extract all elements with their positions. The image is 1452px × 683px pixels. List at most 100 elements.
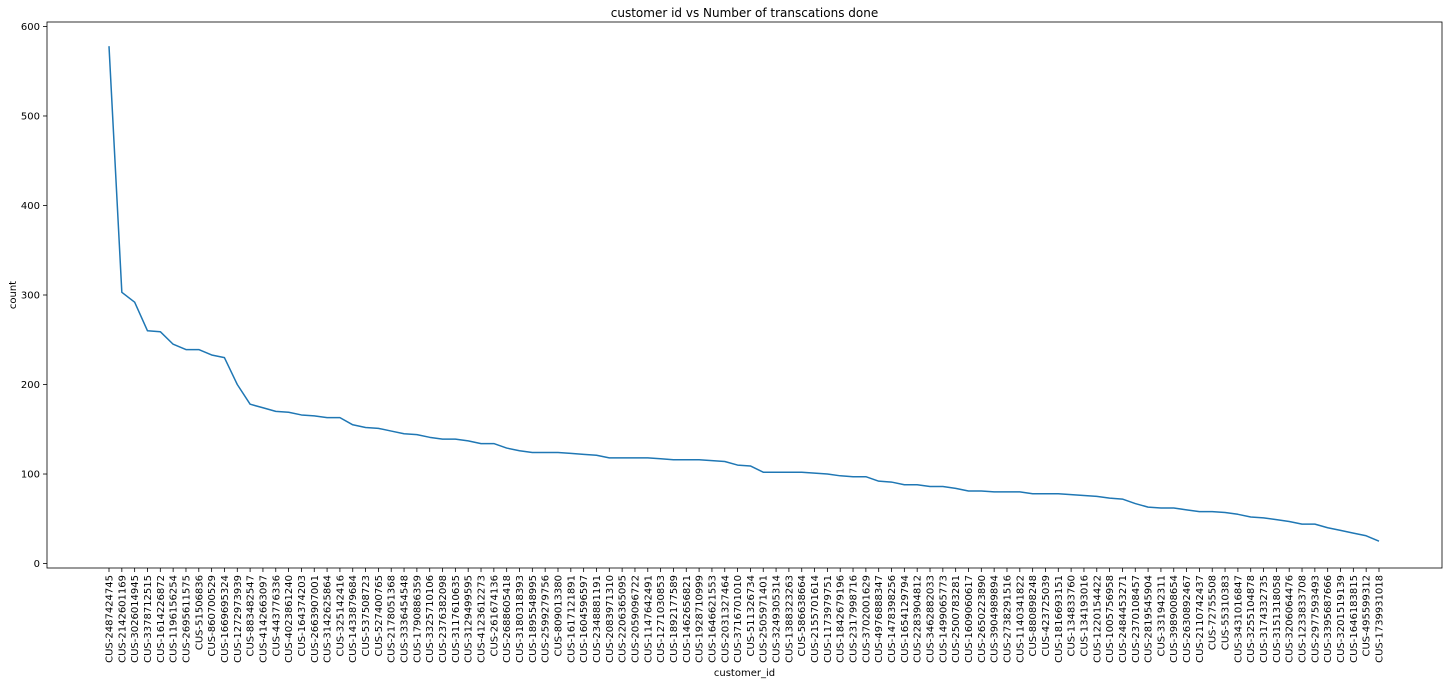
- x-tick-label: CUS-3206064476: [1285, 575, 1296, 663]
- x-tick-label: CUS-3336454548: [400, 575, 411, 663]
- x-axis-title: customer_id: [714, 668, 775, 679]
- y-tick-label: 200: [21, 380, 40, 391]
- x-tick-label: CUS-3026014945: [130, 575, 141, 663]
- x-tick-label: CUS-3989008654: [1169, 575, 1180, 663]
- x-tick-label: CUS-72755508: [1208, 575, 1219, 650]
- y-tick-label: 400: [21, 201, 40, 212]
- x-tick-label: CUS-883482547: [246, 575, 257, 657]
- x-tick-label: CUS-2083971310: [605, 575, 616, 663]
- x-tick-label: CUS-1842679196: [836, 575, 847, 663]
- x-tick-label: CUS-3431016847: [1233, 575, 1244, 663]
- x-tick-label: CUS-2695611575: [181, 575, 192, 663]
- x-tick-label: CUS-809013380: [553, 575, 564, 657]
- x-tick-label: CUS-2317998716: [849, 575, 860, 663]
- x-tick-label: CUS-1646621553: [707, 575, 718, 663]
- x-tick-label: CUS-3174332735: [1259, 575, 1270, 663]
- x-tick-label: CUS-586638664: [797, 575, 808, 657]
- x-tick-label: CUS-1005756958: [1105, 575, 1116, 663]
- x-tick-label: CUS-2031327464: [720, 575, 731, 663]
- y-tick-label: 600: [21, 22, 40, 33]
- x-tick-label: CUS-3325710106: [425, 575, 436, 663]
- x-tick-label: CUS-3904989894: [990, 575, 1001, 663]
- x-tick-label: CUS-1928710999: [695, 575, 706, 663]
- x-tick-label: CUS-3255104878: [1246, 575, 1257, 663]
- x-tick-label: CUS-1609060617: [964, 575, 975, 663]
- x-tick-label: CUS-2155701614: [810, 575, 821, 663]
- x-tick-label: CUS-164374203: [297, 575, 308, 657]
- x-tick-label: CUS-1140341822: [1015, 575, 1026, 663]
- x-tick-label: CUS-423725039: [1041, 575, 1052, 657]
- x-tick-label: CUS-1478398256: [887, 575, 898, 663]
- x-tick-label: CUS-2283904812: [913, 575, 924, 663]
- x-tick-label: CUS-3129499595: [464, 575, 475, 663]
- x-tick-label: CUS-2630892467: [1182, 575, 1193, 663]
- x-tick-label: CUS-1433879684: [348, 575, 359, 663]
- x-tick-label: CUS-2650223890: [977, 575, 988, 663]
- x-tick-label: CUS-4142663097: [258, 575, 269, 663]
- y-tick-label: 300: [21, 291, 40, 302]
- x-tick-label: CUS-3201519139: [1336, 575, 1347, 663]
- y-axis-title: count: [8, 281, 19, 309]
- x-tick-label: CUS-2977593493: [1310, 575, 1321, 663]
- x-tick-label: CUS-1220154422: [1092, 575, 1103, 663]
- x-tick-label: CUS-3117610635: [451, 575, 462, 663]
- x-tick-label: CUS-1816693151: [1054, 575, 1065, 663]
- x-tick-label: CUS-1604596597: [579, 575, 590, 663]
- x-tick-label: CUS-55310383: [1221, 575, 1232, 650]
- x-tick-label: CUS-3395687666: [1323, 575, 1334, 663]
- x-tick-label: CUS-1271030853: [656, 575, 667, 663]
- x-tick-label: CUS-2738291516: [1002, 575, 1013, 663]
- x-tick-label: CUS-3249305314: [772, 575, 783, 663]
- x-tick-label: CUS-1790886359: [412, 575, 423, 663]
- x-tick-label: CUS-537508723: [361, 575, 372, 657]
- x-tick-label: CUS-2487424745: [105, 575, 116, 663]
- x-tick-label: CUS-527400765: [374, 575, 385, 657]
- x-tick-label: CUS-1646183815: [1349, 575, 1360, 663]
- x-tick-label: CUS-3180318393: [515, 575, 526, 663]
- x-tick-label: CUS-860700529: [207, 575, 218, 657]
- x-tick-label: CUS-2663907001: [310, 575, 321, 663]
- x-tick-label: CUS-2348881191: [592, 575, 603, 663]
- x-axis: CUS-2487424745 CUS-2142601169 CUS-30260149…: [105, 568, 1386, 663]
- x-tick-label: CUS-2599279756: [541, 575, 552, 663]
- x-tick-label: CUS-511326734: [746, 575, 757, 657]
- x-tick-label: CUS-1669695324: [220, 575, 231, 663]
- y-axis: 0 100 200 300 400 500 600: [21, 22, 47, 570]
- x-tick-label: CUS-2178051368: [387, 575, 398, 663]
- x-tick-label: CUS-1614226872: [156, 575, 167, 663]
- y-tick-label: 500: [21, 111, 40, 122]
- x-tick-label: CUS-443776336: [271, 575, 282, 657]
- x-tick-label: CUS-1272973939: [233, 575, 244, 663]
- x-tick-label: CUS-1233833708: [1298, 575, 1309, 663]
- x-tick-label: CUS-495599312: [1362, 575, 1373, 657]
- x-tick-label: CUS-4123612273: [477, 575, 488, 663]
- x-tick-label: CUS-2059096722: [630, 575, 641, 663]
- x-tick-label: CUS-2370108457: [1131, 575, 1142, 663]
- x-tick-label: CUS-261674136: [489, 575, 500, 657]
- x-tick-label: CUS-1147642491: [643, 575, 654, 663]
- plot-frame: [46, 21, 1443, 569]
- series-line: [108, 46, 1380, 542]
- x-tick-label: CUS-3151318058: [1272, 575, 1283, 663]
- x-tick-label: CUS-1895548995: [528, 575, 539, 663]
- x-tick-label: CUS-2376382098: [438, 575, 449, 663]
- x-tick-label: CUS-3716701010: [733, 575, 744, 663]
- x-tick-label: CUS-2505971401: [759, 575, 770, 663]
- x-tick-label: CUS-2819545904: [1144, 575, 1155, 663]
- x-tick-label: CUS-1462656821: [682, 575, 693, 663]
- y-tick-label: 0: [34, 559, 40, 570]
- x-tick-label: CUS-331942311: [1156, 575, 1167, 657]
- x-tick-label: CUS-1739931018: [1375, 575, 1386, 663]
- x-tick-label: CUS-134833760: [1067, 575, 1078, 657]
- x-tick-label: CUS-1617121891: [566, 575, 577, 663]
- x-tick-label: CUS-325142416: [335, 575, 346, 657]
- x-tick-label: CUS-1499065773: [938, 575, 949, 663]
- x-tick-label: CUS-2500783281: [951, 575, 962, 663]
- x-tick-label: CUS-1654129794: [900, 575, 911, 663]
- y-tick-label: 100: [21, 470, 40, 481]
- x-tick-label: CUS-3142625864: [323, 575, 334, 663]
- x-tick-label: CUS-2688605418: [502, 575, 513, 663]
- x-tick-label: CUS-3378712515: [143, 575, 154, 663]
- chart-title: customer id vs Number of transcations do…: [611, 6, 878, 20]
